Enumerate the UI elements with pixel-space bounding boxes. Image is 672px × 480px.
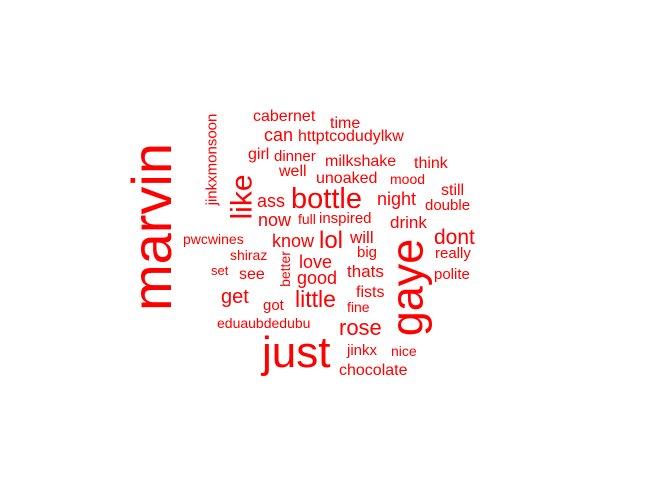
word: now xyxy=(258,210,292,230)
word: polite xyxy=(434,266,470,283)
word: dont xyxy=(434,226,475,249)
word: chocolate xyxy=(339,362,408,379)
word: well xyxy=(279,163,307,180)
word: lol xyxy=(319,227,344,254)
word: good xyxy=(297,268,338,288)
word: cabernet xyxy=(253,108,316,125)
word: still xyxy=(441,182,465,199)
word: httptcodudylkw xyxy=(298,128,404,145)
word: night xyxy=(377,189,417,209)
word: fists xyxy=(356,284,385,301)
word: know xyxy=(272,231,315,251)
word: got xyxy=(263,297,284,314)
word: can xyxy=(264,125,294,145)
word: rose xyxy=(339,315,382,340)
word: really xyxy=(435,245,471,262)
word: pwcwines xyxy=(183,231,244,247)
word: shiraz xyxy=(230,247,268,263)
word: like xyxy=(225,174,259,220)
word: full xyxy=(298,211,316,227)
word: milkshake xyxy=(325,153,397,170)
word: jinkx xyxy=(347,342,378,359)
word: gaye xyxy=(381,238,433,337)
word: set xyxy=(211,263,229,278)
word: thats xyxy=(347,262,384,281)
word: eduaubdedubu xyxy=(217,315,311,331)
word: fine xyxy=(347,299,370,315)
word: nice xyxy=(391,343,417,359)
word: will xyxy=(350,228,374,247)
word: double xyxy=(425,197,471,214)
word: unoaked xyxy=(316,170,378,187)
word: mood xyxy=(390,171,426,187)
word: better xyxy=(276,251,293,287)
word: marvin xyxy=(120,142,184,312)
word: dinner xyxy=(274,148,316,165)
word: drink xyxy=(390,213,427,232)
word: girl xyxy=(248,146,270,163)
word: see xyxy=(239,266,265,283)
word: jinkxmonsoon xyxy=(203,113,221,206)
word: get xyxy=(221,286,249,308)
word: bottle xyxy=(291,183,362,215)
word: time xyxy=(330,115,361,132)
word: think xyxy=(414,155,448,172)
word: just xyxy=(262,328,331,377)
word: little xyxy=(295,286,336,312)
word: love xyxy=(299,252,333,272)
word: inspired xyxy=(319,210,372,227)
word: big xyxy=(357,244,378,261)
word: ass xyxy=(257,191,286,211)
